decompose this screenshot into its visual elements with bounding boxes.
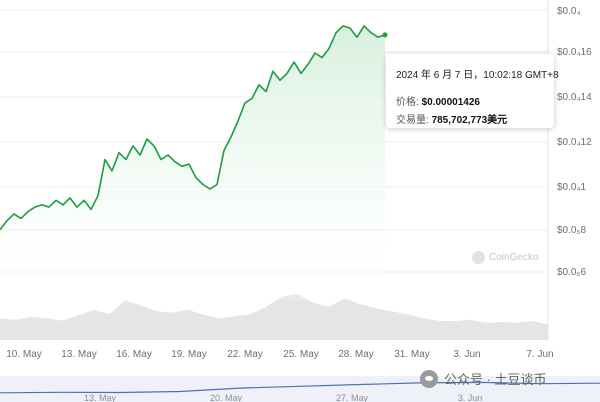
tooltip-volume-label: 交易量: [396, 115, 429, 126]
navigator-x-label: 3. Jun [458, 393, 483, 402]
x-tick-label: 13. May [61, 349, 97, 360]
coingecko-watermark-text: CoinGecko [489, 252, 539, 263]
tooltip-volume-value: 785,702,773美元 [431, 115, 508, 126]
x-tick-label: 19. May [171, 349, 207, 360]
x-tick-label: 16. May [116, 349, 152, 360]
y-tick-top: $0.0₄ [557, 6, 581, 17]
wechat-watermark: 公众号 · 土豆谈币 [420, 369, 547, 388]
x-tick-label: 3. Jun [453, 349, 480, 360]
x-tick-label: 7. Jun [526, 349, 553, 360]
price-line [0, 25, 386, 231]
y-tick-label: $0.0₄14 [557, 92, 592, 103]
y-tick-label: $0.0₅6 [557, 267, 586, 278]
price-area [0, 25, 385, 301]
x-tick-label: 22. May [227, 349, 263, 360]
x-tick-label: 28. May [338, 349, 374, 360]
wechat-icon [420, 369, 438, 388]
y-tick-label: $0.0₅8 [557, 225, 586, 236]
tooltip-price-label: 价格: [396, 97, 419, 108]
coingecko-watermark: CoinGecko [472, 251, 538, 264]
y-tick-label: $0.0₄1 [557, 182, 587, 193]
x-tick-label: 10. May [6, 349, 42, 360]
navigator-x-label: 20. May [210, 393, 243, 402]
x-tick-label: 31. May [394, 349, 430, 360]
price-tooltip: 2024 年 6 月 7 日，10:02:18 GMT+8 价格: $0.000… [386, 54, 559, 128]
navigator-line [0, 381, 600, 394]
y-tick-label: $0.0₄12 [557, 137, 592, 148]
x-tick-label: 25. May [283, 349, 319, 360]
y-tick-label: $0.0₄16 [557, 47, 592, 58]
navigator-x-label: 27. May [336, 393, 369, 402]
tooltip-date: 2024 年 6 月 7 日，10:02:18 GMT+8 [396, 70, 559, 81]
hover-point [382, 32, 388, 38]
wechat-watermark-text: 公众号 · 土豆谈币 [444, 372, 547, 387]
volume-area [0, 293, 548, 340]
navigator-x-label: 13. May [84, 393, 117, 402]
navigator-background [0, 376, 600, 402]
coingecko-logo-icon [472, 251, 485, 264]
tooltip-price-value: $0.00001426 [421, 97, 480, 108]
